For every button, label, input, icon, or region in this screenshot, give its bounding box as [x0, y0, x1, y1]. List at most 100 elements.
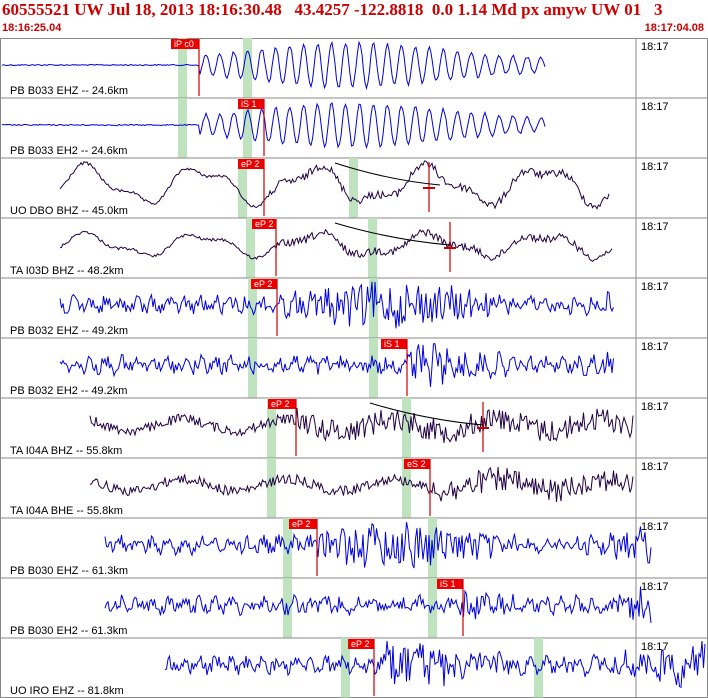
time-tick-label: 18:17 [641, 161, 669, 173]
station-label: PB B030 EHZ -- 61.3km [10, 565, 128, 577]
phase-pick[interactable]: eP 2 [289, 519, 318, 576]
phase-pick[interactable]: iS 1 [437, 579, 464, 636]
time-tick-label: 18:17 [641, 521, 669, 533]
time-tick-label: 18:17 [641, 641, 669, 653]
pick-window-band [349, 158, 358, 218]
pick-window-band [283, 518, 292, 578]
time-tick-label: 18:17 [641, 41, 669, 53]
time-tick-label: 18:17 [641, 341, 669, 353]
trace-row[interactable]: 18:17 iS 1 PB B032 EH2 -- 49.2km [0, 338, 708, 399]
pick-window-band [534, 638, 543, 698]
time-tick-label: 18:17 [641, 221, 669, 233]
window-end-time: 18:17:04.08 [644, 22, 704, 34]
pick-window-band [341, 638, 350, 698]
pick-window-band [248, 338, 257, 398]
pick-label: eP 2 [351, 639, 369, 649]
pick-label: eP 2 [241, 159, 259, 169]
phase-pick[interactable]: eP 2 [348, 639, 375, 696]
time-tick-label: 18:17 [641, 101, 669, 113]
waveform [89, 466, 634, 502]
phase-pick[interactable]: eP 2 [238, 159, 265, 216]
phase-pick[interactable]: iS 1 [238, 99, 265, 156]
pick-label: eP 2 [255, 219, 273, 229]
time-tick-label: 18:17 [641, 581, 669, 593]
station-label: PB B033 EH2 -- 24.6km [10, 145, 127, 157]
pick-label: eP 2 [271, 399, 289, 409]
pick-window-band [178, 38, 187, 98]
waveform [1, 40, 546, 91]
pick-label-box[interactable] [171, 39, 199, 49]
phase-pick[interactable]: eS 2 [404, 459, 431, 516]
trace-row[interactable]: 18:17 eP 2 TA I04A BHZ -- 55.8km [0, 398, 708, 459]
panel-frame [0, 38, 708, 698]
waveform [1, 101, 546, 150]
station-label: TA I04A BHE -- 55.8km [10, 505, 123, 517]
trace-row[interactable]: 18:17 eP 2 UO IRO EHZ -- 81.8km [0, 638, 708, 698]
waveform [89, 408, 634, 443]
trace-row[interactable]: 18:17 iS 1 PB B030 EH2 -- 61.3km [0, 578, 708, 639]
pick-window-band [248, 278, 257, 338]
pick-label: iS 1 [384, 339, 400, 349]
pick-label-box[interactable] [381, 339, 407, 349]
pick-label: iP c0 [174, 39, 194, 49]
pick-window-band [369, 338, 378, 398]
station-label: TA I04A BHZ -- 55.8km [10, 445, 122, 457]
pick-window-band [368, 218, 377, 278]
time-tick-label: 18:17 [641, 281, 669, 293]
pick-label: iS 1 [241, 99, 257, 109]
station-label: UO IRO EHZ -- 81.8km [10, 685, 124, 697]
station-label: PB B032 EHZ -- 49.2km [10, 325, 128, 337]
pick-window-band [243, 98, 252, 158]
pick-window-band [243, 38, 252, 98]
trace-row[interactable]: 18:17 eP 2 UO DBO BHZ -- 45.0km [0, 158, 708, 219]
pick-label: eP 2 [254, 279, 272, 289]
waveform [59, 160, 610, 210]
station-label: PB B030 EH2 -- 61.3km [10, 625, 127, 637]
pick-label-box[interactable] [348, 639, 374, 649]
trace-row[interactable]: 18:17 eS 2 TA I04A BHE -- 55.8km [0, 458, 708, 519]
pick-label-box[interactable] [238, 159, 264, 169]
pick-window-band [246, 218, 255, 278]
pick-label-box[interactable] [268, 399, 296, 409]
station-label: PB B032 EH2 -- 49.2km [10, 385, 127, 397]
trace-row[interactable]: 18:17 eP 2 TA I03D BHZ -- 48.2km [0, 218, 708, 279]
window-start-time: 18:16:25.04 [2, 22, 62, 34]
pick-label-box[interactable] [252, 219, 276, 229]
pick-label: eS 2 [407, 459, 426, 469]
phase-pick[interactable]: iP c0 [171, 39, 200, 96]
pick-window-band [402, 458, 411, 518]
pick-label: eP 2 [292, 519, 310, 529]
trace-row[interactable]: 18:17 iS 1 PB B033 EH2 -- 24.6km [0, 98, 708, 159]
waveform [164, 640, 706, 689]
station-label: TA I03D BHZ -- 48.2km [10, 265, 124, 277]
pick-window-band [402, 398, 411, 458]
pick-label-box[interactable] [437, 579, 463, 589]
pick-label-box[interactable] [238, 99, 264, 109]
pick-window-band [267, 458, 276, 518]
moveout-curve [334, 222, 451, 246]
waveform [104, 586, 652, 623]
pick-label: iS 1 [440, 579, 456, 589]
phase-pick[interactable]: eP 2 [251, 279, 278, 336]
waveform [104, 521, 652, 569]
pick-label-box[interactable] [289, 519, 317, 529]
pick-label-box[interactable] [404, 459, 430, 469]
trace-row[interactable]: 18:17 eP 2 PB B030 EHZ -- 61.3km [0, 518, 708, 579]
phase-pick[interactable]: eP 2 [252, 219, 277, 276]
moveout-curve [334, 162, 441, 186]
waveform [59, 228, 613, 263]
station-label: PB B033 EHZ -- 24.6km [10, 85, 128, 97]
phase-pick[interactable]: eP 2 [268, 399, 297, 456]
pick-window-band [267, 398, 276, 458]
trace-row[interactable]: 18:17 eP 2 PB B032 EHZ -- 49.2km [0, 278, 708, 339]
trace-row[interactable]: 18:17 iP c0 PB B033 EHZ -- 24.6km [0, 38, 708, 99]
pick-window-band [178, 98, 187, 158]
station-label: UO DBO BHZ -- 45.0km [10, 205, 128, 217]
moveout-curve [369, 402, 484, 426]
phase-pick[interactable]: iS 1 [381, 339, 408, 396]
pick-label-box[interactable] [251, 279, 277, 289]
time-tick-label: 18:17 [641, 461, 669, 473]
event-title: 60555521 UW Jul 18, 2013 18:16:30.48 43.… [2, 0, 663, 19]
